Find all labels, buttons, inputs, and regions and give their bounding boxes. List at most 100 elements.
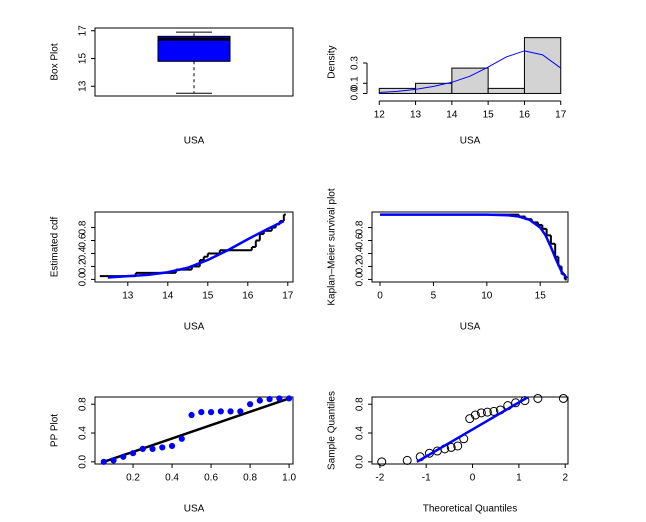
point xyxy=(276,395,283,402)
point xyxy=(476,408,486,418)
x-tick-label: 15 xyxy=(202,291,214,302)
point xyxy=(139,445,146,452)
point xyxy=(198,409,205,416)
y-tick-label: 0.4 xyxy=(78,426,89,440)
x-tick-label: 17 xyxy=(282,291,294,302)
x-tick-label: 1.0 xyxy=(282,473,296,484)
x-axis-label: USA xyxy=(184,322,205,333)
curve xyxy=(380,213,568,279)
curve xyxy=(107,219,285,279)
y-tick-label: 0.0 xyxy=(350,86,361,100)
point xyxy=(453,441,463,451)
point xyxy=(237,408,244,415)
x-tick-label: 12 xyxy=(374,110,386,121)
point xyxy=(482,407,492,417)
point xyxy=(159,444,166,451)
x-tick-label: 0.6 xyxy=(204,473,218,484)
x-tick-label: 0 xyxy=(377,291,383,302)
x-tick-label: 5 xyxy=(431,291,437,302)
panel: 13 15 17 USA Box Plot xyxy=(50,25,294,147)
bar xyxy=(378,87,417,94)
point xyxy=(178,435,185,442)
x-axis-label: USA xyxy=(460,136,481,147)
plot-frame xyxy=(94,27,294,97)
bar xyxy=(487,87,525,94)
curve xyxy=(416,397,529,463)
x-tick-label: 16 xyxy=(519,110,531,121)
y-tick-label: 0.6 xyxy=(355,233,366,247)
point xyxy=(256,397,263,404)
y-tick-label: 0.0 xyxy=(78,272,89,286)
x-tick-label: 14 xyxy=(162,291,174,302)
x-tick-label: 13 xyxy=(410,110,422,121)
panel: 0.0 0.4 0.8 0.2 0.4 0.6 0.8 1.0 USA PP Plot xyxy=(50,395,296,515)
point xyxy=(217,408,224,415)
panel: 0.00.20.40.60.8 13 14 15 16 17 USA Estimated cd… xyxy=(50,211,294,333)
y-tick-label: 0.8 xyxy=(78,397,89,411)
x-axis-label: USA xyxy=(460,322,481,333)
point xyxy=(188,411,195,419)
point xyxy=(129,450,137,457)
y-tick-label: 0.8 xyxy=(78,220,89,234)
y-tick-label: 0.6 xyxy=(78,233,89,247)
point xyxy=(533,393,543,403)
plot-frame xyxy=(94,396,294,465)
y-tick-label: 0.8 xyxy=(355,397,366,411)
x-axis-label: USA xyxy=(184,136,205,147)
point xyxy=(558,393,568,403)
curve xyxy=(379,50,562,93)
x-tick-label: 2 xyxy=(562,473,568,484)
point xyxy=(227,408,234,415)
y-tick-label: 0.0 xyxy=(78,454,89,468)
x-tick-label: 0 xyxy=(470,473,476,484)
y-tick-label: 0.2 xyxy=(78,259,89,273)
point xyxy=(110,457,117,464)
y-axis-label: Density xyxy=(327,45,338,78)
point xyxy=(470,410,480,420)
x-tick-label: 17 xyxy=(555,110,567,121)
panel: 0.0 0.4 0.8 -2 -1 0 1 2 Theoretical Quantiles Sam… xyxy=(327,391,569,515)
x-axis-label: USA xyxy=(184,504,205,515)
x-tick-label: 10 xyxy=(481,291,493,302)
x-tick-label: -2 xyxy=(375,473,384,484)
point xyxy=(266,396,273,403)
point xyxy=(465,414,475,424)
y-tick-label: 0.1 xyxy=(350,76,361,90)
y-tick-label: 0.4 xyxy=(355,246,366,260)
x-tick-label: 15 xyxy=(535,291,547,302)
plot-frame xyxy=(371,211,569,283)
x-tick-label: 16 xyxy=(242,291,254,302)
x-tick-label: -1 xyxy=(422,473,431,484)
point xyxy=(149,445,156,452)
y-tick-label: 13 xyxy=(78,80,89,92)
x-tick-label: 15 xyxy=(483,110,495,121)
plot-frame xyxy=(94,211,294,283)
x-tick-label: 14 xyxy=(446,110,458,121)
x-tick-label: 0.4 xyxy=(165,473,179,484)
panel: 0.00.1 0.3 12 13 14 15 16 17 USA Density xyxy=(327,37,567,147)
x-tick-label: 0.8 xyxy=(243,473,257,484)
y-tick-label: 0.3 xyxy=(350,56,361,70)
point xyxy=(246,401,254,408)
x-axis-label: Theoretical Quantiles xyxy=(423,504,518,515)
y-axis-label: Box Plot xyxy=(50,43,61,80)
y-axis-label: Kaplan–Meier survival plot xyxy=(327,188,338,306)
x-tick-label: 1 xyxy=(516,473,522,484)
y-axis-label: PP Plot xyxy=(50,414,61,447)
point xyxy=(402,455,412,465)
y-tick-label: 0.0 xyxy=(355,272,366,286)
point xyxy=(285,395,293,402)
y-axis-label: Sample Quantiles xyxy=(327,391,338,470)
y-tick-label: 0.2 xyxy=(355,259,366,273)
y-axis-label: Estimated cdf xyxy=(50,216,61,277)
point xyxy=(446,442,456,452)
point xyxy=(377,457,387,467)
y-tick-label: 0.0 xyxy=(355,454,366,468)
x-tick-label: 0.2 xyxy=(126,473,140,484)
panel: 0.00.20.40.60.8 0 5 10 15 USA Kaplan–Meier sur… xyxy=(327,188,569,333)
point xyxy=(120,453,127,460)
x-tick-label: 13 xyxy=(122,291,134,302)
y-tick-label: 0.8 xyxy=(355,220,366,234)
bar xyxy=(523,37,562,94)
